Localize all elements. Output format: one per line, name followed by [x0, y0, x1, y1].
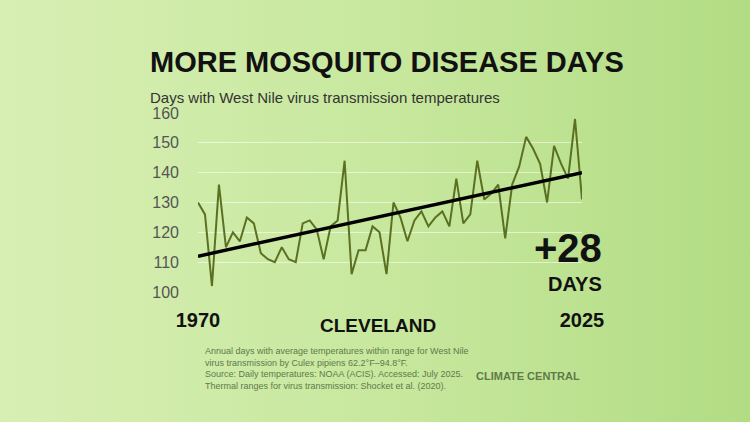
svg-text:160: 160	[152, 105, 179, 122]
svg-text:150: 150	[152, 134, 179, 151]
svg-text:Annual days with average tempe: Annual days with average temperatures wi…	[205, 346, 468, 391]
svg-text:+28: +28	[534, 226, 602, 270]
svg-text:MORE MOSQUITO DISEASE DAYS: MORE MOSQUITO DISEASE DAYS	[150, 46, 624, 78]
svg-text:140: 140	[152, 164, 179, 181]
svg-text:CLEVELAND: CLEVELAND	[320, 315, 436, 336]
svg-text:CLIMATE CENTRAL: CLIMATE CENTRAL	[476, 370, 580, 382]
svg-text:1970: 1970	[176, 309, 221, 331]
svg-text:110: 110	[153, 254, 179, 271]
svg-text:100: 100	[152, 284, 179, 301]
svg-text:Days with West Nile virus tran: Days with West Nile virus transmission t…	[150, 89, 500, 106]
svg-text:120: 120	[152, 224, 179, 241]
svg-text:130: 130	[152, 194, 179, 211]
svg-text:DAYS: DAYS	[548, 273, 602, 295]
svg-text:2025: 2025	[560, 309, 605, 331]
